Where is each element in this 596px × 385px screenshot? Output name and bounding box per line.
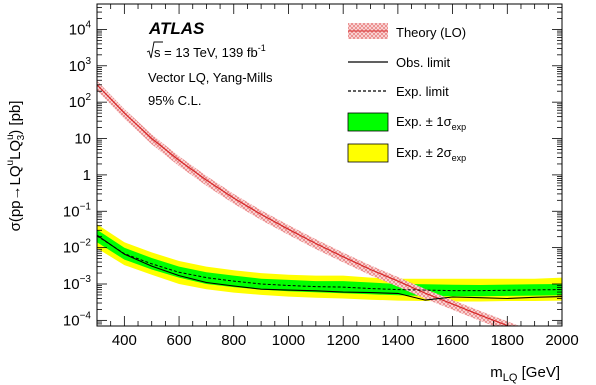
x-tick-label: 1400 [381,332,414,349]
y-tick-label: 1 [83,167,91,184]
x-tick-labels: 400 600 800 1000 1200 1400 1600 1800 2000 [112,332,579,349]
theory-uncertainty-band [97,80,520,326]
x-tick-label: 1200 [326,332,359,349]
legend: Theory (LO) Obs. limit Exp. limit Exp. ±… [347,23,466,163]
theory-curve-group [97,80,520,326]
band-1sigma [97,229,562,297]
x-tick-label: 600 [167,332,192,349]
legend-label-expected: Exp. limit [396,84,449,99]
x-tick-label: 400 [112,332,137,349]
y-tick-label: 103 [69,56,92,75]
legend-swatch-band2 [347,143,389,163]
theory-curve [97,84,511,326]
svg-text:s = 13 TeV, 139 fb-1: s = 13 TeV, 139 fb-1 [154,43,266,60]
y-tick-label: 10−3 [63,274,92,293]
x-axis-label: mLQ [GeV] [490,364,560,384]
axis-ticks [96,3,563,327]
limit-curves-group [97,234,562,301]
y-tick-label: 10−2 [63,238,92,257]
legend-label-theory: Theory (LO) [396,25,466,40]
y-tick-label: 10−4 [63,310,92,329]
legend-label-band1: Exp. ± 1σexp [396,114,466,132]
model-label: Vector LQ, Yang-Mills [148,70,273,85]
y-tick-label: 10 [74,131,91,148]
x-tick-label: 1800 [491,332,524,349]
x-tick-label: 1000 [272,332,305,349]
cl-label: 95% C.L. [148,93,201,108]
observed-limit-line [97,234,562,301]
legend-label-observed: Obs. limit [396,55,451,70]
y-tick-label: 102 [69,92,92,111]
x-tick-label: 2000 [545,332,578,349]
legend-label-band2: Exp. ± 2σexp [396,145,466,163]
expected-limit-line [97,235,562,292]
y-tick-labels: 10−4 10−3 10−2 10−1 1 10 102 103 104 [63,19,92,329]
sqrt-sign [146,41,163,59]
expected-limit-bands [97,224,562,302]
y-axis-label: σ(pp→LQuLQu3) [pb] [5,101,27,232]
y-tick-label: 10−1 [63,201,92,220]
legend-swatch-band1 [347,112,389,132]
x-tick-label: 1600 [436,332,469,349]
x-tick-label: 800 [221,332,246,349]
energy-label: s = 13 TeV, 139 fb-1 [146,41,266,60]
y-tick-label: 104 [69,19,92,38]
atlas-label: ATLAS [148,19,205,38]
